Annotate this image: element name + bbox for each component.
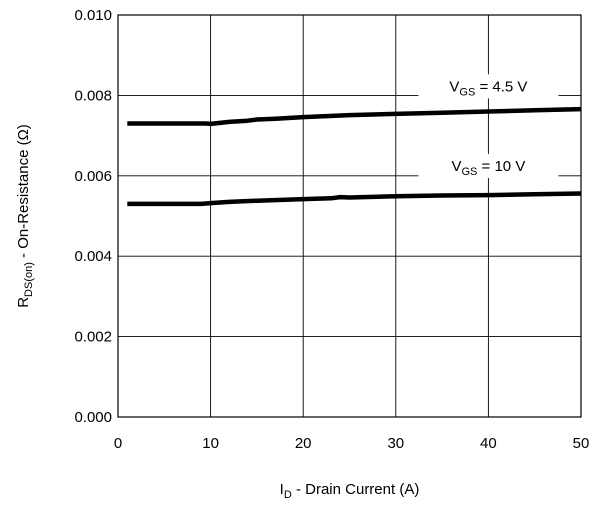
y-tick-label: 0.004 <box>74 248 112 265</box>
y-tick-label: 0.000 <box>74 409 112 426</box>
x-tick-label: 50 <box>573 435 590 452</box>
series-lines <box>127 106 582 207</box>
x-tick-label: 0 <box>114 435 122 452</box>
y-tick-label: 0.006 <box>74 168 112 185</box>
x-axis-label-main: I <box>280 481 284 498</box>
plot-frame <box>117 14 582 418</box>
y-tick-label: 0.002 <box>74 329 112 346</box>
series-line-1 <box>127 106 582 127</box>
series-label-2: VGS = 10 V <box>451 158 525 178</box>
x-tick-label: 40 <box>480 435 497 452</box>
y-axis-label: RDS(on) - On-Resistance (Ω) <box>15 124 35 308</box>
x-tick-label: 30 <box>387 435 404 452</box>
x-axis-label-rest: - Drain Current (A) <box>292 481 420 498</box>
x-axis-label: ID - Drain Current (A) <box>280 481 420 501</box>
series-annotations: VGS = 4.5 V VGS = 10 V <box>418 74 559 178</box>
y-axis-label-main: R <box>15 297 32 308</box>
series-label-1: VGS = 4.5 V <box>449 78 527 98</box>
series-label-background <box>418 153 559 178</box>
y-axis-label-subscript: DS(on) <box>23 262 35 297</box>
series-label-background <box>418 74 559 99</box>
x-tick-label: 10 <box>202 435 219 452</box>
series-line-2 <box>127 191 582 207</box>
y-axis-label-rest: - On-Resistance (Ω) <box>15 124 32 262</box>
tick-labels: 0 10 20 30 40 50 0.000 0.002 0.004 0.006 0.008 0.01… <box>74 7 589 452</box>
x-tick-label: 20 <box>295 435 312 452</box>
y-tick-label: 0.010 <box>74 7 112 24</box>
y-tick-label: 0.008 <box>74 87 112 104</box>
x-axis-label-subscript: D <box>284 489 292 501</box>
